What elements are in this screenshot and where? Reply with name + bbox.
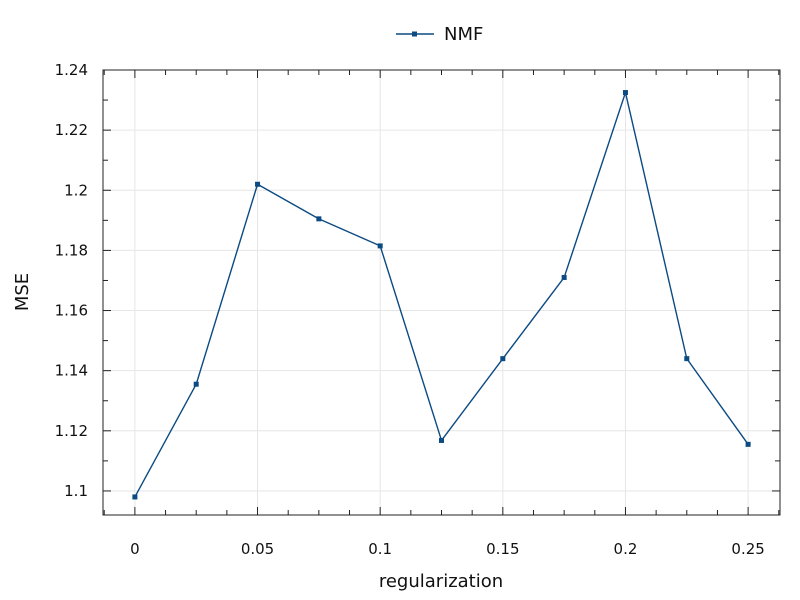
minor-ticks: [103, 70, 780, 515]
legend-label-nmf: NMF: [444, 24, 483, 45]
data-point-2[interactable]: [255, 181, 261, 187]
series-line-nmf: [134, 91, 749, 498]
x-tick-label-3: 0.15: [486, 540, 519, 558]
legend-marker-nmf: [412, 31, 417, 37]
y-tick-label-2: 1.14: [55, 362, 88, 380]
x-axis-title: regularization: [379, 571, 503, 592]
y-tick-label-5: 1.2: [64, 181, 88, 199]
grid: [103, 69, 780, 515]
y-tick-label-3: 1.16: [55, 302, 88, 320]
x-tick-label-2: 0.1: [368, 540, 392, 558]
data-point-6[interactable]: [500, 356, 506, 362]
x-axis: 0 0.05 0.1 0.15 0.2 0.25: [130, 70, 765, 558]
y-axis-title: MSE: [12, 273, 33, 311]
data-point-0[interactable]: [132, 494, 138, 500]
data-point-4[interactable]: [377, 243, 383, 249]
y-tick-label-6: 1.22: [55, 121, 88, 139]
data-point-9[interactable]: [684, 356, 690, 362]
data-point-7[interactable]: [561, 274, 567, 280]
x-tick-label-0: 0: [130, 540, 140, 558]
y-tick-label-7: 1.24: [55, 61, 88, 79]
y-tick-label-4: 1.18: [55, 241, 88, 259]
series-layer: [132, 90, 751, 500]
y-tick-label-0: 1.1: [64, 482, 88, 500]
y-axis: 1.1 1.12 1.14 1.16 1.18 1.2 1.22 1.24: [55, 61, 780, 500]
x-tick-label-4: 0.2: [614, 540, 638, 558]
data-point-5[interactable]: [439, 437, 444, 443]
y-tick-label-1: 1.12: [55, 422, 88, 440]
legend[interactable]: NMF: [396, 24, 483, 45]
data-point-3[interactable]: [316, 216, 322, 222]
x-tick-label-1: 0.05: [241, 540, 274, 558]
data-point-1[interactable]: [193, 381, 199, 387]
x-tick-label-5: 0.25: [731, 540, 764, 558]
data-point-8[interactable]: [622, 90, 628, 96]
plot-frame: [102, 69, 781, 516]
data-point-10[interactable]: [745, 441, 751, 447]
